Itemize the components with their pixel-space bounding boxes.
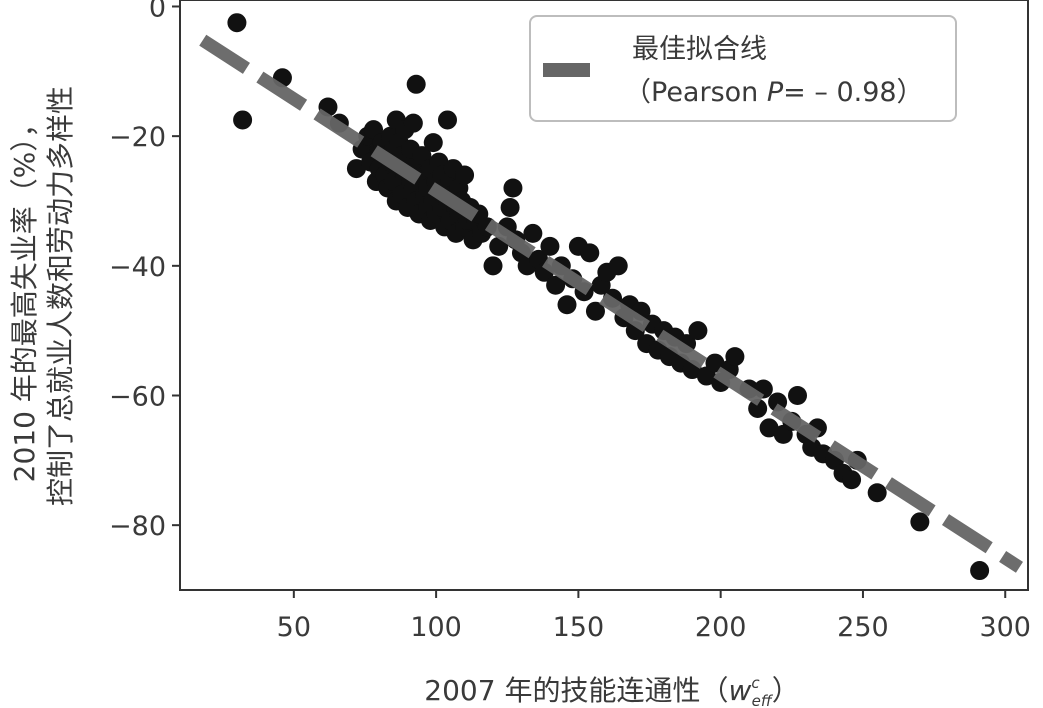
data-point [759, 418, 779, 438]
data-point [608, 256, 628, 276]
legend-label-line1: 最佳拟合线 [632, 34, 767, 65]
legend: 最佳拟合线 （Pearson P= – 0.98） [529, 15, 957, 122]
data-point [725, 347, 745, 367]
data-point [455, 165, 475, 185]
y-tick-label: 0 [149, 0, 166, 23]
data-point [233, 110, 253, 130]
x-tick-label: 300 [979, 612, 1031, 643]
data-point [557, 295, 577, 315]
data-point [910, 512, 930, 532]
plot-frame [179, 0, 1029, 591]
data-point [346, 159, 366, 179]
x-axis-title-symbol: w [728, 674, 751, 707]
legend-label-suffix: = – 0.98） [783, 77, 923, 108]
data-point [406, 74, 426, 94]
y-tick-label: −80 [109, 511, 166, 542]
x-tick-label: 150 [553, 612, 605, 643]
legend-label-line2: （Pearson P= – 0.98） [624, 77, 924, 108]
x-axis-title-sub: eff [752, 692, 774, 708]
data-point [523, 223, 543, 243]
x-axis-title-sup: c [751, 674, 760, 692]
y-tick-label: −40 [109, 252, 166, 283]
x-axis-title-text: 2007 年的技能连通性（ [424, 674, 728, 707]
y-axis-title-line2: 控制了总就业人数和劳动力多样性 [44, 86, 77, 506]
y-axis-title-line1: 2010 年的最高失业率（%）， [8, 110, 41, 483]
data-point [788, 385, 808, 405]
data-point [546, 275, 566, 295]
x-tick-label: 50 [277, 612, 311, 643]
y-tick-label: −60 [109, 381, 166, 412]
best-fit-line [199, 34, 1023, 573]
data-point [580, 243, 600, 263]
data-point [227, 13, 247, 33]
x-tick-label: 250 [837, 612, 889, 643]
data-point [842, 470, 862, 490]
legend-label-prefix: （Pearson [624, 77, 767, 108]
x-tick-label: 200 [695, 612, 747, 643]
data-point [423, 133, 443, 153]
x-axis-title: 2007 年的技能连通性（wc eff） [424, 674, 799, 708]
legend-label-italic: P [767, 77, 784, 108]
x-tick-label: 100 [410, 612, 462, 643]
x-axis-title-close: ） [772, 674, 800, 707]
data-point [688, 321, 708, 341]
data-point [867, 483, 887, 503]
data-point [585, 301, 605, 321]
data-point [437, 110, 457, 130]
data-point [970, 561, 990, 581]
best-fit-line-segment [199, 34, 1023, 573]
data-point [483, 256, 503, 276]
data-point [500, 197, 520, 217]
data-point [540, 236, 560, 256]
data-point [748, 398, 768, 418]
y-tick-label: −20 [109, 122, 166, 153]
legend-box [529, 15, 957, 122]
data-point [503, 178, 523, 198]
data-point [403, 113, 423, 133]
axes: 50 100 150 200 250 300 0 −20 −40 −60 −80 [109, 0, 1031, 643]
